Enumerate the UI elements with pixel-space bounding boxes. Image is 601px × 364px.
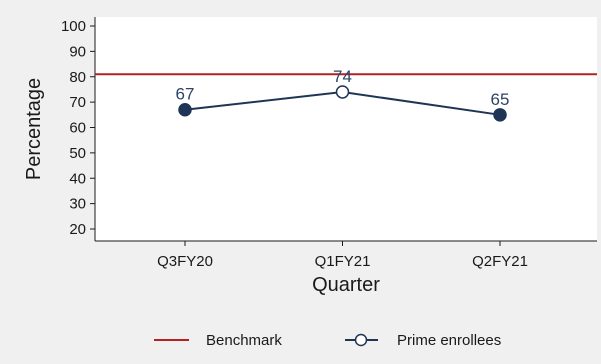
y-tick-label: 90: [69, 43, 86, 60]
data-label-q2fy21: 65: [491, 90, 510, 109]
x-tick-label: Q1FY21: [315, 253, 371, 270]
y-tick-label: 20: [69, 221, 86, 238]
y-tick-label: 30: [69, 196, 86, 213]
series-points: 67 74 65: [176, 67, 510, 122]
y-axis-title: Percentage: [23, 78, 45, 180]
data-point-q3fy20: [178, 102, 192, 117]
x-tick-label: Q3FY20: [157, 253, 213, 270]
x-tick-label: Q2FY21: [472, 253, 528, 270]
y-tick-label: 60: [69, 120, 86, 137]
y-tick-label: 80: [69, 69, 86, 86]
x-axis-ticks: Q3FY20 Q1FY21 Q2FY21: [157, 241, 528, 270]
y-tick-label: 40: [69, 170, 86, 187]
y-tick-label: 100: [61, 18, 86, 35]
legend-series-marker: [354, 333, 368, 347]
data-label-q3fy20: 67: [176, 85, 195, 104]
x-axis-title: Quarter: [312, 274, 380, 296]
data-point-q1fy21: [335, 85, 350, 99]
legend-benchmark-label: Benchmark: [206, 332, 282, 349]
y-axis-ticks: 20 30 40 50 60 70 80 90 100: [61, 18, 95, 238]
y-tick-label: 50: [69, 145, 86, 162]
legend: Benchmark Prime enrollees: [154, 332, 501, 349]
legend-series-label: Prime enrollees: [397, 332, 501, 349]
y-tick-label: 70: [69, 94, 86, 111]
plot-area: [95, 17, 597, 241]
data-point-q2fy21: [493, 108, 507, 122]
data-label-q1fy21: 74: [333, 67, 352, 86]
